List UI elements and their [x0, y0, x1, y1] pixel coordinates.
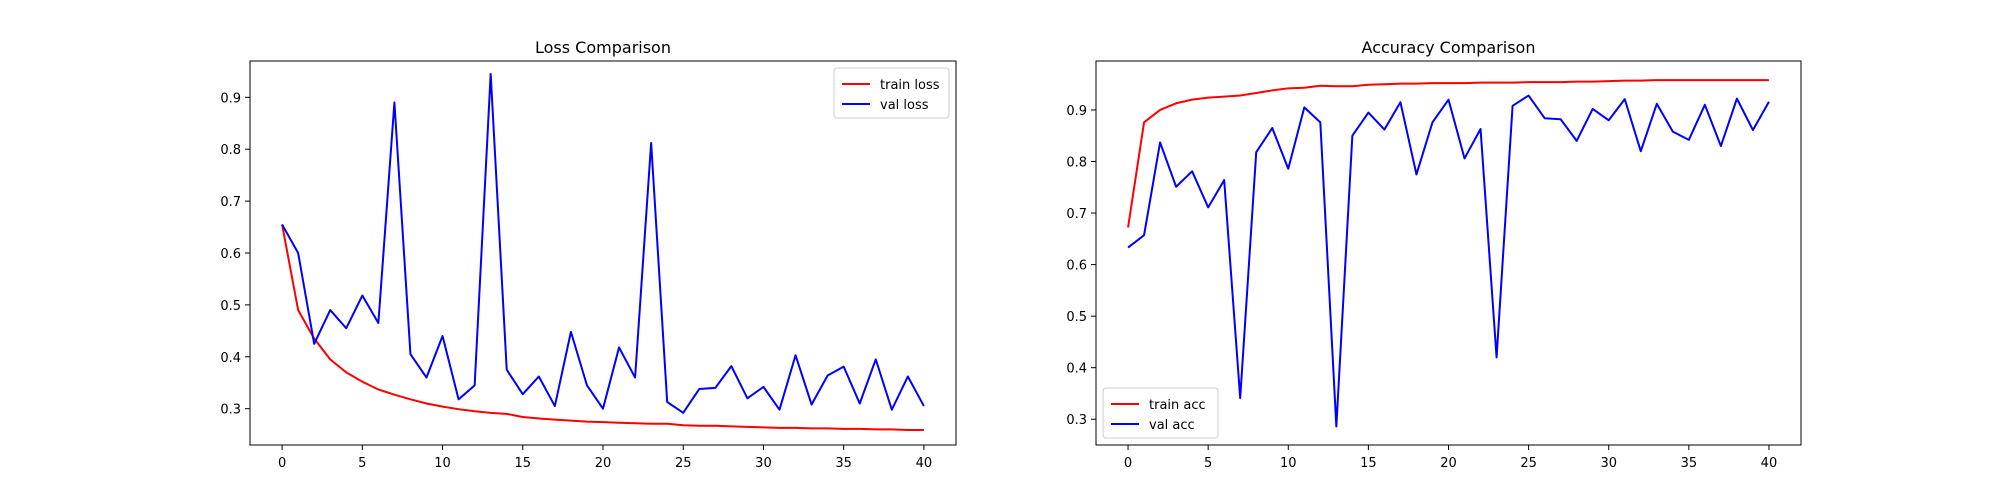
y-tick-label: 0.4: [1066, 362, 1087, 377]
y-tick-label: 0.4: [220, 351, 241, 366]
legend-box: [1102, 387, 1219, 439]
series-line-val-loss: [281, 72, 925, 414]
y-tick-label: 0.5: [220, 299, 241, 314]
legend-label-train-acc: train acc: [1149, 398, 1206, 413]
y-tick-label: 0.5: [1066, 310, 1087, 325]
series-line-train-acc: [1127, 79, 1769, 228]
x-tick-label: 30: [1600, 456, 1617, 471]
x-tick-label: 35: [1681, 456, 1698, 471]
y-tick-label: 0.6: [220, 247, 241, 262]
plot-frame: [1095, 60, 1802, 446]
x-tick-label: 5: [358, 456, 366, 471]
charts: Loss Comparison 0 5 10 15 20 25 30 35 40 0.3 0.4 0.5…: [220, 38, 1802, 471]
x-tick-label: 25: [1520, 456, 1537, 471]
y-tick-label: 0.7: [220, 195, 241, 210]
x-tick-label: 40: [916, 456, 933, 471]
y-tick-label: 0.6: [1066, 259, 1087, 274]
x-tick-label: 10: [434, 456, 451, 471]
legend-label-val-acc: val acc: [1149, 418, 1195, 433]
x-tick-label: 10: [1280, 456, 1297, 471]
legend-box: [833, 67, 950, 119]
chart-title: Accuracy Comparison: [1362, 38, 1536, 57]
x-tick-label: 25: [675, 456, 692, 471]
y-tick-label: 0.9: [1066, 104, 1087, 119]
x-tick-label: 15: [514, 456, 531, 471]
x-tick-label: 0: [278, 456, 286, 471]
chart-1: Loss Comparison 0 5 10 15 20 25 30 35 40 0.3 0.4 0.5…: [220, 38, 957, 471]
y-tick-label: 0.9: [220, 91, 241, 106]
x-tick-label: 20: [1440, 456, 1457, 471]
y-tick-label: 0.3: [220, 403, 241, 418]
x-tick-label: 30: [755, 456, 772, 471]
y-tick-label: 0.8: [1066, 156, 1087, 171]
y-tick-label: 0.7: [1066, 207, 1087, 222]
series-line-val-acc: [1127, 94, 1770, 428]
y-tick-label: 0.8: [220, 143, 241, 158]
y-tick-label: 0.3: [1066, 413, 1087, 428]
chart-title: Loss Comparison: [535, 38, 671, 57]
legend: train loss val loss: [833, 67, 950, 119]
legend-label-train-loss: train loss: [880, 78, 940, 93]
chart-2: Accuracy Comparison 0 5 10 15 20 25 30 35 40 0.3 0.…: [1066, 38, 1802, 471]
x-tick-label: 15: [1360, 456, 1377, 471]
legend-label-val-loss: val loss: [880, 98, 929, 113]
x-tick-label: 35: [835, 456, 852, 471]
plot-frame: [249, 60, 957, 446]
series-line-train-loss: [281, 224, 924, 431]
x-tick-label: 40: [1761, 456, 1778, 471]
x-tick-label: 0: [1124, 456, 1132, 471]
x-tick-label: 5: [1204, 456, 1212, 471]
legend: train acc val acc: [1102, 387, 1219, 439]
x-tick-label: 20: [595, 456, 612, 471]
